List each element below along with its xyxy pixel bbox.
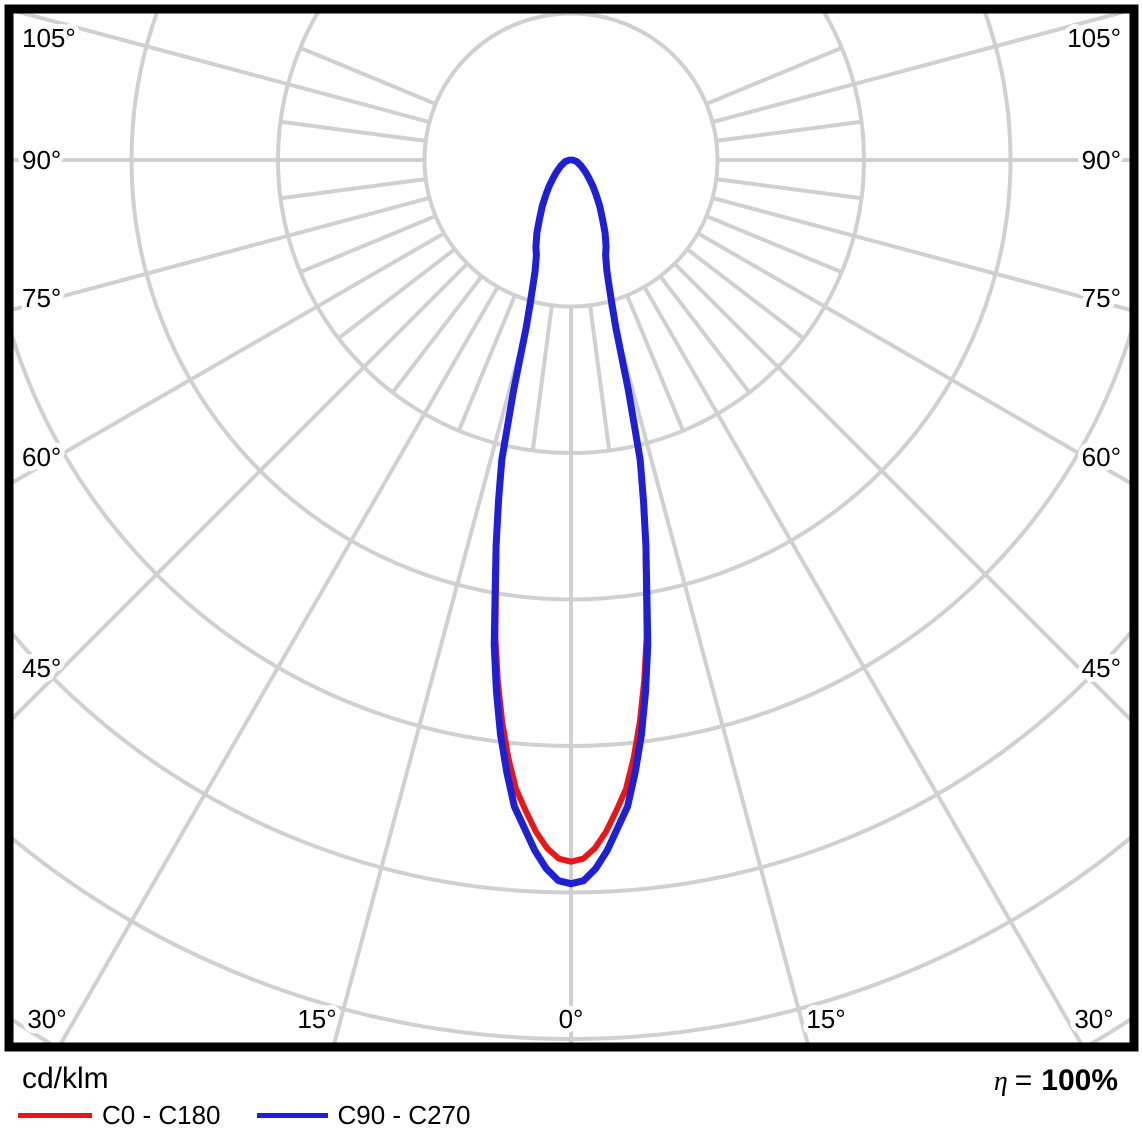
radial-major-line xyxy=(696,231,1130,485)
radial-minor-line xyxy=(658,275,751,394)
radial-major-line xyxy=(642,285,1083,1043)
angle-tick-label: 45° xyxy=(22,653,61,683)
angle-tick-label: 45° xyxy=(1082,653,1121,683)
angle-tick-label: 105° xyxy=(22,23,76,53)
angle-tick-label: 15° xyxy=(806,1004,845,1034)
efficiency-label: η = 100% xyxy=(994,1064,1118,1098)
radial-minor-line xyxy=(588,304,612,451)
radial-minor-line xyxy=(715,177,862,201)
radial-major-line xyxy=(711,13,1126,125)
radial-minor-line xyxy=(457,294,517,432)
curve-c90-c270 xyxy=(490,156,652,888)
angle-tick-label: 60° xyxy=(1082,442,1121,472)
legend-item: C90 - C270 xyxy=(256,1099,471,1131)
radial-major-line xyxy=(673,262,1130,722)
legend-item: C0 - C180 xyxy=(18,1100,221,1131)
angle-tick-label: 90° xyxy=(22,145,61,175)
radial-major-line xyxy=(13,195,431,312)
radial-major-line xyxy=(606,300,810,1043)
legend-label: C0 - C180 xyxy=(102,1099,221,1130)
radial-minor-line xyxy=(299,46,437,106)
angle-tick-label: 30° xyxy=(27,1004,66,1034)
radial-major-line xyxy=(332,300,536,1043)
angle-tick-label: 75° xyxy=(22,283,61,313)
radial-minor-line xyxy=(280,177,427,201)
radial-major-line xyxy=(16,13,431,125)
angle-tick-label: 60° xyxy=(22,442,61,472)
angle-tick-label: 30° xyxy=(1074,1004,1113,1034)
radial-minor-line xyxy=(530,304,554,451)
radial-minor-line xyxy=(705,214,843,274)
units-label: cd/klm xyxy=(22,1062,109,1095)
radial-minor-line xyxy=(715,119,862,143)
legend-swatch xyxy=(18,1112,92,1118)
radial-minor-line xyxy=(686,247,805,340)
radial-minor-line xyxy=(625,294,685,432)
radial-minor-line xyxy=(299,214,437,274)
efficiency-equals: = xyxy=(1014,1064,1033,1097)
radial-major-line xyxy=(711,195,1130,312)
radial-major-line xyxy=(59,285,500,1043)
angle-tick-label: 0° xyxy=(559,1004,584,1034)
legend-label: C90 - C270 xyxy=(337,1099,471,1130)
angle-tick-label: 15° xyxy=(297,1004,336,1034)
eta-symbol: η xyxy=(993,1066,1008,1097)
radial-major-line xyxy=(13,231,446,485)
legend-swatch xyxy=(256,1112,328,1118)
radial-minor-line xyxy=(280,119,427,143)
curves xyxy=(490,156,652,888)
radial-minor-line xyxy=(705,46,843,106)
legend: C0 - C180 C90 - C270 xyxy=(18,1100,470,1130)
angle-tick-label: 75° xyxy=(1082,283,1121,313)
plot-frame xyxy=(4,4,1139,1052)
radial-minor-line xyxy=(337,247,456,340)
radial-major-line xyxy=(13,262,469,721)
angle-tick-labels: 105° 90° 75° 60° 45° 30° 15° 0° 15° 30° 45° 60° 75° 9… xyxy=(17,18,1126,1039)
angle-tick-label: 90° xyxy=(1082,145,1121,175)
angle-tick-label: 105° xyxy=(1067,23,1121,53)
efficiency-value: 100% xyxy=(1041,1064,1118,1097)
radial-minor-line xyxy=(391,275,484,394)
